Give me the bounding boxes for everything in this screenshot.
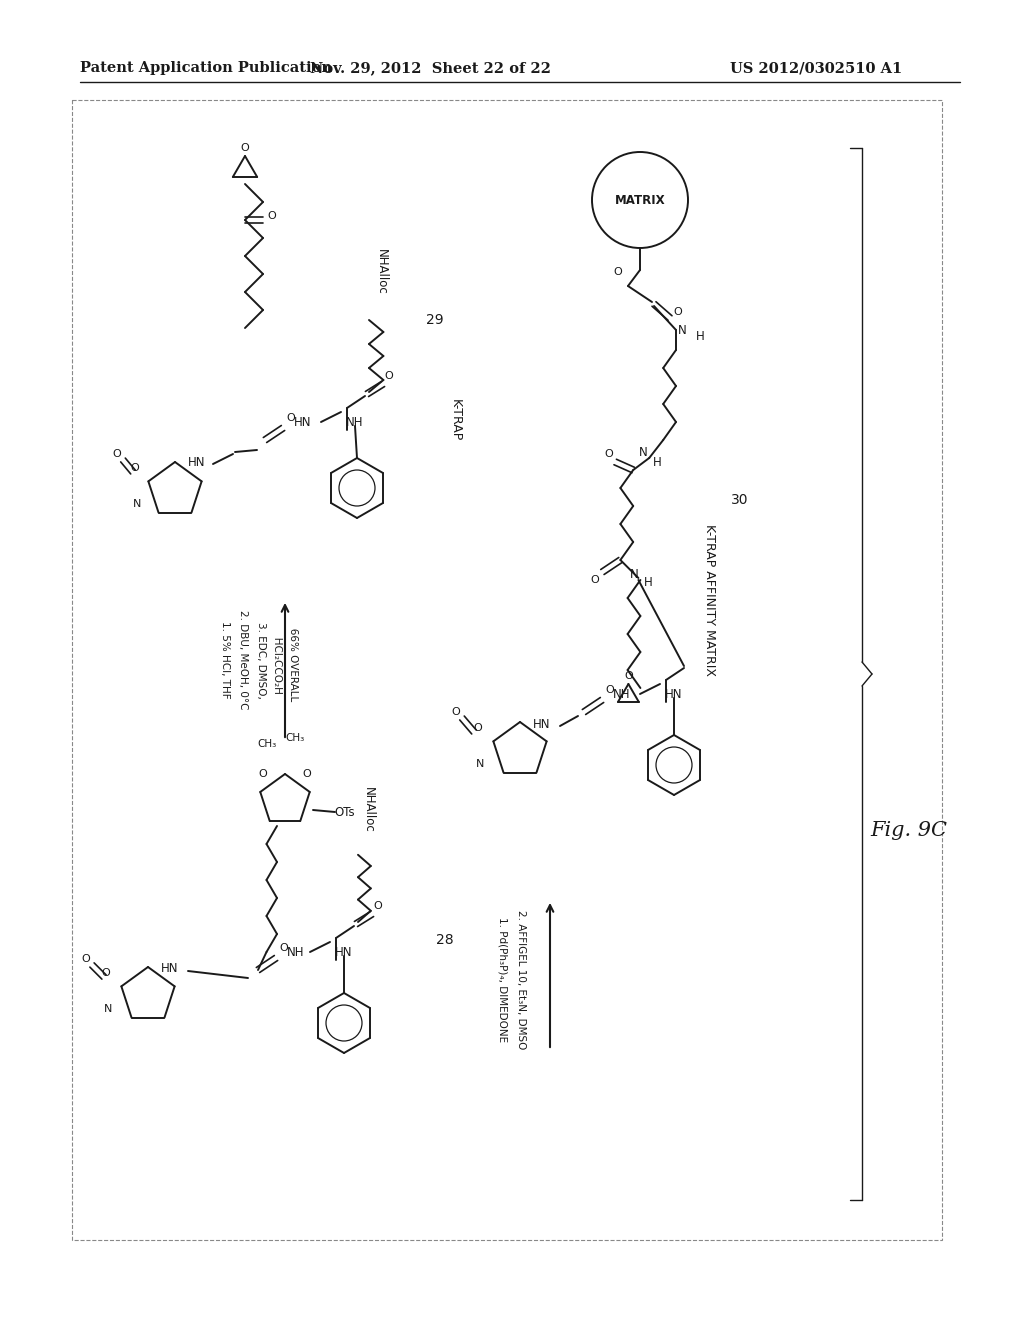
Text: O: O [241,143,250,153]
Text: N: N [678,323,686,337]
Text: N: N [630,568,639,581]
Text: O: O [287,413,295,422]
Text: 28: 28 [436,933,454,946]
Text: N: N [133,499,141,510]
Text: HN: HN [188,455,206,469]
Text: NH: NH [288,945,305,958]
Text: NHAlloc: NHAlloc [361,787,375,833]
Text: O: O [113,449,122,459]
Text: O: O [259,770,267,779]
Text: N: N [103,1005,113,1014]
Text: H: H [695,330,705,342]
Text: HN: HN [666,688,683,701]
Text: K-TRAP: K-TRAP [449,399,462,441]
Text: US 2012/0302510 A1: US 2012/0302510 A1 [730,61,902,75]
Text: HCl₂CCO₂H: HCl₂CCO₂H [272,627,282,693]
Text: O: O [605,685,614,696]
Text: Patent Application Publication: Patent Application Publication [80,61,332,75]
Bar [72,100,942,1239]
Text: 30: 30 [731,492,749,507]
Text: Nov. 29, 2012  Sheet 22 of 22: Nov. 29, 2012 Sheet 22 of 22 [309,61,551,75]
Text: O: O [605,449,613,459]
Text: O: O [674,308,682,317]
Text: N: N [639,446,647,458]
Text: NH: NH [613,688,631,701]
Text: H: H [644,576,652,589]
Text: 2. DBU, MeOH, 0°C: 2. DBU, MeOH, 0°C [238,610,248,710]
Text: O: O [101,968,111,978]
Text: NHAlloc: NHAlloc [375,249,387,294]
Text: 2. AFFIGEL 10, Et₃N, DMSO: 2. AFFIGEL 10, Et₃N, DMSO [516,911,526,1049]
Text: HN: HN [161,962,179,975]
Text: CH₃: CH₃ [286,733,304,743]
Text: O: O [303,770,311,779]
Text: Fig. 9C: Fig. 9C [870,821,947,840]
Text: HN: HN [335,945,352,958]
Text: CH₃: CH₃ [257,739,276,748]
Text: O: O [267,211,276,220]
Text: OTs: OTs [335,805,355,818]
Text: NH: NH [346,416,364,429]
Text: O: O [385,371,393,381]
Text: MATRIX: MATRIX [614,194,666,206]
Text: 1. 5% HCl, THF: 1. 5% HCl, THF [220,622,230,698]
Text: 1. Pd(Ph₃P)₄, DIMEDONE: 1. Pd(Ph₃P)₄, DIMEDONE [498,917,508,1043]
Text: O: O [131,463,139,473]
Text: 3. EDC, DMSO,: 3. EDC, DMSO, [256,622,266,698]
Text: HN: HN [534,718,551,730]
Text: 29: 29 [426,313,443,327]
Text: N: N [476,759,484,770]
Text: K-TRAP AFFINITY MATRIX: K-TRAP AFFINITY MATRIX [703,524,717,676]
Text: 66% OVERALL: 66% OVERALL [288,618,298,702]
Text: O: O [590,576,599,585]
Text: O: O [374,902,382,911]
Text: O: O [82,954,90,964]
Text: H: H [653,455,662,469]
Text: O: O [452,708,461,717]
Text: O: O [280,942,289,953]
Text: O: O [624,671,633,681]
Text: O: O [474,723,482,733]
Text: O: O [613,267,623,277]
Text: HN: HN [294,416,311,429]
